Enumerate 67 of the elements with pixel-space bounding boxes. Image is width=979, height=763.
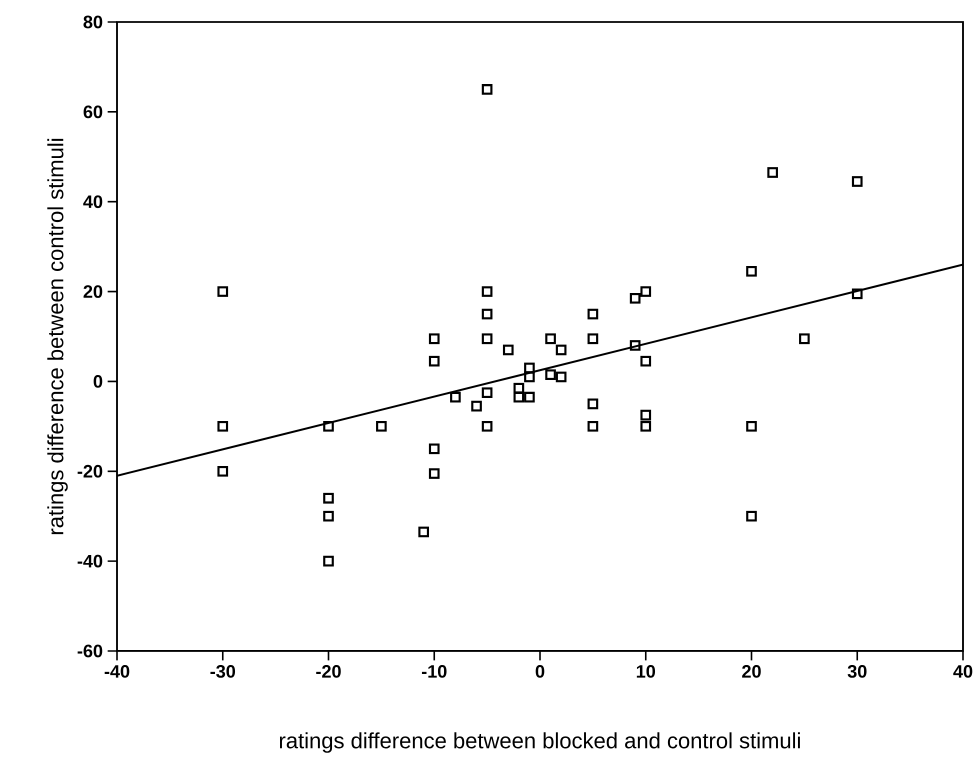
point [746,266,757,277]
x-tick-label: 30 [848,665,867,678]
point [482,421,492,432]
point [217,466,228,477]
point [799,333,810,344]
y-tick-label: 0 [94,375,102,388]
point [852,176,863,187]
point [630,340,641,351]
point [428,443,440,454]
y-axis-title: ratings difference between control stimuli [47,138,68,534]
y-tick-label: 80 [84,16,102,28]
x-tick-label: 0 [536,665,544,678]
point [323,492,334,504]
point [323,510,334,522]
point [524,362,535,374]
point [556,372,566,382]
point [640,356,652,367]
y-tick-label: -40 [78,554,102,568]
y-tick-label: 40 [83,195,102,208]
x-tick-label: -20 [316,665,341,678]
point [545,333,556,344]
point [428,333,440,344]
x-tick-label: 20 [742,665,761,678]
x-tick-label: 10 [636,665,656,678]
point [418,526,430,538]
point [524,392,535,402]
point [482,84,492,95]
y-tick-label: -20 [78,464,102,478]
x-tick-label: -30 [210,665,236,678]
y-tick-label: -60 [78,644,102,658]
point [428,468,440,479]
point [767,167,778,178]
point [640,421,652,432]
point [323,556,334,566]
point [545,369,556,380]
point [746,510,757,522]
point [588,398,598,410]
x-tick-label: 40 [953,665,972,678]
point [588,308,598,320]
point [524,372,535,382]
y-tick-label: 20 [84,285,102,298]
x-tick-label: -10 [422,665,447,678]
point [630,292,641,304]
point [323,421,334,432]
point [852,288,863,300]
point [514,392,524,402]
x-axis-title: ratings difference between blocked and control stimuli [280,732,800,753]
point [471,400,482,412]
point [588,421,598,432]
point [217,286,228,297]
y-tick-label: 60 [84,105,102,118]
point [376,421,387,432]
x-tick-label: -40 [104,665,130,678]
point [450,392,461,402]
point [428,356,440,367]
point [588,333,598,344]
point [482,387,492,398]
point [746,421,757,432]
point [502,344,514,356]
point [640,410,652,420]
point [556,344,566,356]
point [482,286,492,297]
point [217,421,228,432]
point [482,308,492,320]
point [482,333,492,344]
point [640,286,652,297]
point [514,382,524,394]
